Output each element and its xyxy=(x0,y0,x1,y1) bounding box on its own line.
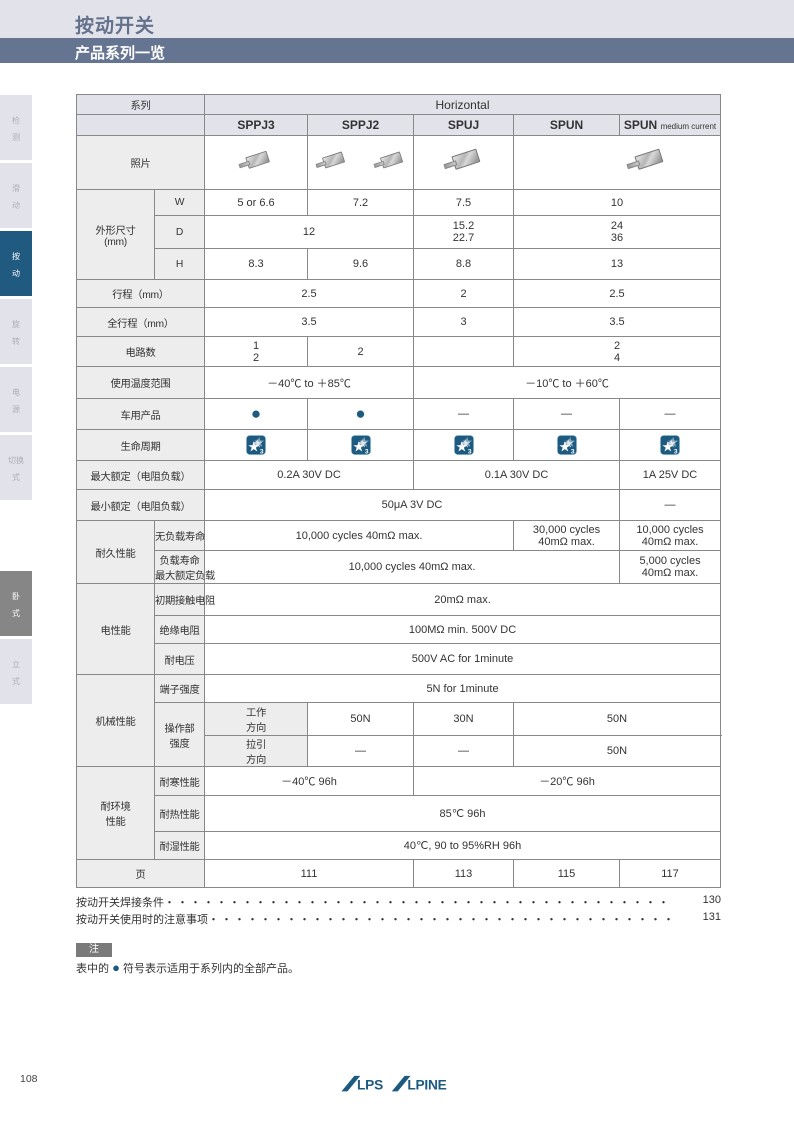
svg-text:3: 3 xyxy=(467,448,471,455)
svg-text:LPS: LPS xyxy=(357,1078,383,1093)
svg-text:3: 3 xyxy=(570,448,574,455)
svg-text:3: 3 xyxy=(364,448,368,455)
svg-text:3: 3 xyxy=(674,448,678,455)
svg-text:LPINE: LPINE xyxy=(407,1078,446,1093)
svg-text:3: 3 xyxy=(260,448,264,455)
